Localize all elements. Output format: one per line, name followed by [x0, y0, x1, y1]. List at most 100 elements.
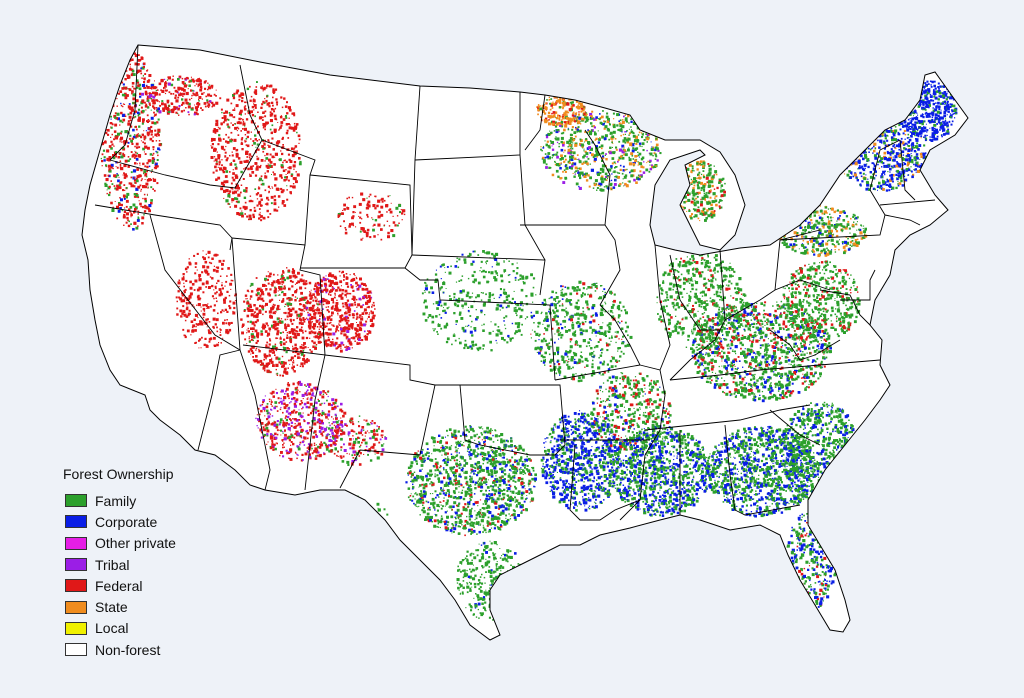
forest-pixel-federal [285, 371, 289, 375]
forest-pixel-federal [258, 350, 261, 353]
forest-pixel-federal [256, 360, 260, 364]
forest-pixel-federal [210, 156, 214, 159]
forest-pixel-federal [275, 363, 279, 367]
forest-pixel-federal [290, 425, 293, 427]
forest-pixel-tribal [352, 438, 354, 440]
forest-pixel-federal [291, 307, 295, 311]
forest-pixel-federal [131, 72, 134, 75]
forest-pixel-state [697, 177, 700, 180]
forest-pixel-corporate [875, 174, 877, 177]
forest-pixel-federal [104, 118, 106, 120]
forest-pixel-tribal [256, 425, 258, 427]
forest-pixel-family [692, 208, 695, 210]
forest-pixel-family [702, 185, 706, 188]
forest-pixel-federal [256, 339, 259, 343]
forest-pixel-federal [300, 400, 303, 402]
forest-pixel-federal [272, 89, 276, 93]
forest-pixel-federal [274, 320, 277, 324]
forest-pixel-state [634, 155, 637, 158]
forest-pixel-federal [156, 132, 160, 135]
forest-pixel-family [555, 162, 557, 164]
forest-pixel-family [337, 450, 339, 452]
forest-pixel-corporate [876, 185, 880, 188]
forest-pixel-state [549, 116, 552, 119]
forest-pixel-family [609, 131, 613, 135]
forest-pixel-federal [262, 323, 265, 326]
forest-pixel-federal [349, 420, 351, 422]
forest-pixel-tribal [323, 402, 326, 405]
forest-pixel-federal [254, 359, 258, 363]
forest-pixel-federal [112, 154, 115, 157]
forest-pixel-federal [133, 177, 136, 179]
forest-pixel-family [589, 130, 593, 134]
forest-pixel-tribal [618, 148, 623, 152]
forest-pixel-family [285, 116, 288, 119]
forest-pixel-federal [308, 331, 312, 335]
forest-pixel-state [576, 154, 579, 156]
forest-pixel-family [243, 189, 246, 192]
forest-pixel-federal [135, 142, 139, 146]
forest-pixel-family [277, 357, 281, 361]
forest-pixel-state [577, 113, 581, 116]
forest-pixel-tribal [302, 459, 304, 461]
forest-pixel-federal [208, 340, 211, 343]
forest-pixel-federal [225, 280, 228, 283]
forest-pixel-federal [345, 277, 348, 280]
forest-pixel-federal [548, 119, 550, 121]
forest-pixel-federal [140, 188, 142, 191]
forest-pixel-federal [545, 109, 547, 111]
forest-pixel-federal [231, 151, 233, 153]
forest-pixel-family [355, 437, 358, 441]
forest-pixel-family [341, 460, 345, 463]
forest-pixel-federal [311, 410, 314, 412]
forest-pixel-federal [107, 133, 110, 136]
forest-pixel-federal [282, 331, 284, 334]
forest-pixel-federal [232, 116, 234, 118]
forest-pixel-federal [153, 166, 156, 169]
forest-pixel-federal [314, 284, 317, 287]
forest-pixel-federal [204, 260, 208, 264]
forest-pixel-corporate [904, 178, 908, 182]
forest-pixel-federal [310, 301, 312, 303]
forest-pixel-family [142, 147, 145, 151]
forest-pixel-federal [284, 303, 287, 305]
forest-pixel-federal [259, 177, 261, 179]
forest-pixel-family [576, 116, 579, 118]
forest-pixel-federal [164, 103, 167, 106]
forest-pixel-family [285, 115, 287, 117]
forest-pixel-family [711, 175, 715, 179]
forest-pixel-tribal [621, 150, 625, 154]
forest-pixel-federal [283, 312, 285, 314]
forest-pixel-family [107, 109, 109, 112]
forest-pixel-federal [293, 332, 297, 336]
forest-pixel-state [564, 170, 567, 173]
forest-pixel-federal [280, 166, 282, 168]
forest-pixel-federal [184, 98, 188, 102]
forest-pixel-federal [224, 308, 227, 311]
forest-pixel-state [589, 115, 593, 119]
forest-pixel-federal [366, 318, 368, 320]
forest-pixel-federal [138, 116, 141, 120]
forest-pixel-family [112, 156, 116, 160]
forest-pixel-federal [199, 88, 203, 92]
forest-pixel-tribal [313, 386, 316, 389]
forest-pixel-federal [141, 222, 144, 225]
forest-pixel-tribal [317, 451, 320, 454]
forest-pixel-tribal [649, 159, 652, 163]
forest-pixel-federal [290, 174, 293, 177]
forest-pixel-federal [385, 204, 389, 207]
forest-pixel-federal [249, 174, 252, 177]
forest-pixel-federal [144, 197, 147, 201]
forest-pixel-federal [106, 157, 110, 161]
forest-pixel-family [144, 206, 145, 208]
forest-pixel-family [625, 174, 627, 177]
forest-pixel-federal [250, 120, 254, 124]
forest-pixel-corporate [559, 167, 562, 170]
forest-pixel-federal [328, 290, 332, 294]
forest-pixel-family [558, 106, 562, 109]
forest-pixel-family [338, 420, 340, 422]
forest-pixel-federal [206, 265, 210, 269]
forest-pixel-federal [122, 118, 126, 122]
forest-pixel-corporate [593, 157, 597, 161]
forest-pixel-state [708, 182, 710, 185]
